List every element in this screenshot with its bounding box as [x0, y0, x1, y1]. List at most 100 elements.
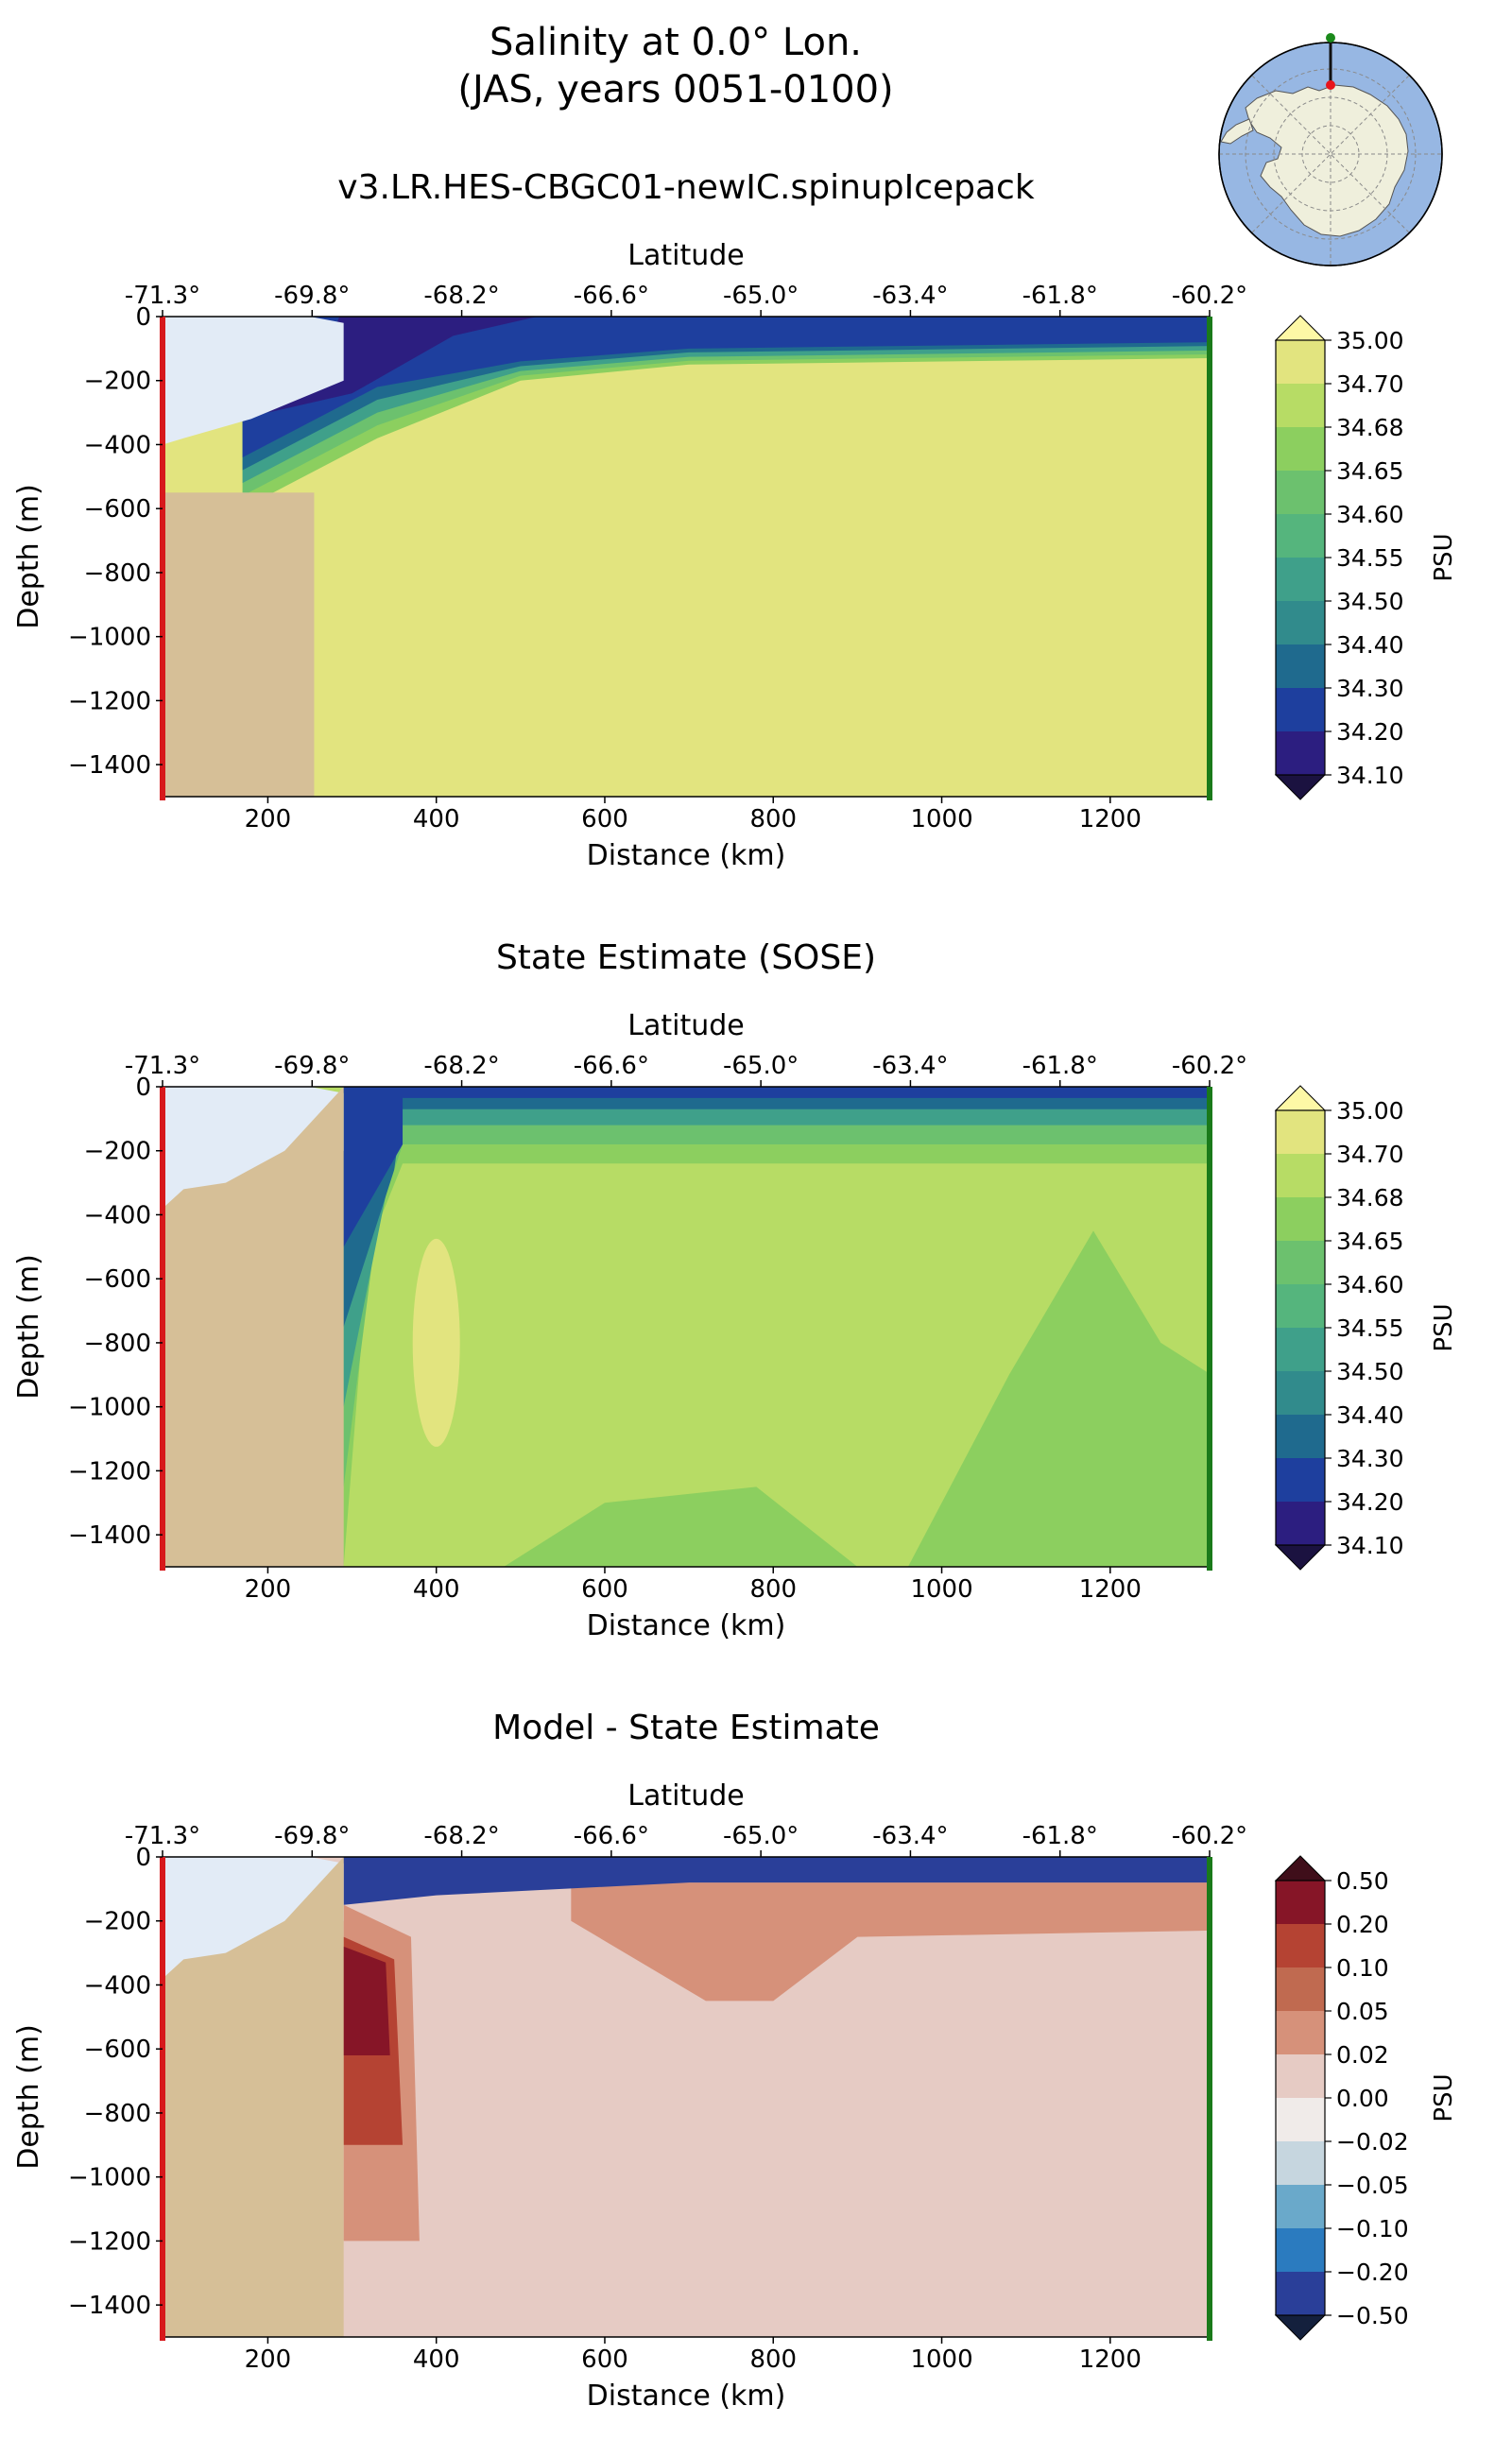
- x-tick-label: 1200: [1079, 2345, 1142, 2374]
- colorbar-swatch: [1276, 644, 1325, 688]
- colorbar-tick-label: 34.70: [1336, 370, 1404, 398]
- top-tick-label: -61.8°: [1022, 282, 1098, 310]
- x-tick-label: 600: [581, 805, 628, 833]
- y-tick-label: −600: [84, 1265, 151, 1294]
- ice-shelf: [163, 1087, 344, 1215]
- inset-polar-map: [1218, 33, 1443, 266]
- y-tick-label: −200: [84, 368, 151, 396]
- colorbar-label: PSU: [1430, 533, 1458, 581]
- y-tick-label: 0: [135, 1074, 151, 1102]
- x-tick-label: 800: [749, 805, 797, 833]
- top-tick-label: -61.8°: [1022, 1052, 1098, 1080]
- ice-shelf: [163, 1857, 344, 1985]
- x-axis-label: Distance (km): [587, 2380, 786, 2413]
- figure-title-line2: (JAS, years 0051-0100): [457, 68, 893, 112]
- colorbar-swatch: [1276, 688, 1325, 731]
- end-bar: [1207, 1087, 1212, 1571]
- colorbar-tick-label: 0.10: [1336, 1954, 1389, 1982]
- colorbar-tick-label: 34.70: [1336, 1141, 1404, 1168]
- colorbar-swatch: [1276, 1967, 1325, 2011]
- top-tick-label: -60.2°: [1172, 282, 1247, 310]
- y-tick-label: −1200: [68, 687, 151, 715]
- colorbar-swatch: [1276, 340, 1325, 384]
- y-tick-label: −800: [84, 559, 151, 588]
- land-seafloor: [163, 1087, 344, 1567]
- top-tick-label: -71.3°: [125, 1822, 200, 1850]
- y-tick-label: −1400: [68, 1521, 151, 1550]
- x-tick-label: 1000: [910, 1575, 972, 1604]
- colorbar-tick-label: 0.02: [1336, 2041, 1389, 2069]
- colorbar-swatch: [1276, 2185, 1325, 2228]
- colorbar-tick-label: 34.68: [1336, 1184, 1404, 1211]
- panel-2: 200 400 600 800 1000 1200 0 −200 −400 −600 −800 −10…: [12, 938, 1458, 1642]
- top-tick-label: -63.4°: [872, 282, 948, 310]
- start-bar: [160, 1857, 165, 2341]
- panels: 200 400 600 800 1000 1200 0 −200 −400 −600 −800 −10…: [12, 168, 1458, 2413]
- top-tick-label: -69.8°: [274, 282, 350, 310]
- map-graticule: [1219, 43, 1442, 266]
- y-tick-label: −400: [84, 1971, 151, 2000]
- colorbar-swatch: [1276, 601, 1325, 644]
- x-tick-label: 1000: [910, 2345, 972, 2374]
- colorbar-tick-label: −0.20: [1336, 2259, 1409, 2286]
- top-tick-label: -66.6°: [574, 1822, 649, 1850]
- panel-1: 200 400 600 800 1000 1200 0 −200 −400 −600 −800 −10…: [12, 168, 1458, 872]
- contour-band: [343, 1087, 1210, 1487]
- contour-band: [343, 1486, 858, 1567]
- start-bar: [160, 1087, 165, 1571]
- colorbar: 34.10 34.20 34.30 34.40 34.50 34.55 34.60 34.65…: [1274, 315, 1458, 800]
- colorbar-swatch: [1276, 1110, 1325, 1154]
- top-tick-label: -68.2°: [423, 1052, 499, 1080]
- colorbar-swatch: [1276, 2011, 1325, 2054]
- y-axis-label: Depth (m): [12, 2024, 45, 2170]
- colorbar-tick-label: 34.10: [1336, 1532, 1404, 1559]
- x-tick-label: 200: [245, 2345, 292, 2374]
- x-tick-label: 600: [581, 1575, 628, 1604]
- top-tick-label: -69.8°: [274, 1822, 350, 1850]
- colorbar-swatch: [1276, 514, 1325, 558]
- top-tick-label: -63.4°: [872, 1052, 948, 1080]
- colorbar-tick-label: 0.05: [1336, 1998, 1389, 2025]
- top-tick-label: -61.8°: [1022, 1822, 1098, 1850]
- end-bar: [1207, 317, 1212, 800]
- x-tick-label: 400: [413, 2345, 460, 2374]
- x-tick-label: 1200: [1079, 1575, 1142, 1604]
- top-tick-label: -68.2°: [423, 282, 499, 310]
- colorbar-swatch: [1276, 427, 1325, 471]
- colorbar-tick-label: 34.30: [1336, 1445, 1404, 1472]
- colorbar-tick-label: −0.02: [1336, 2128, 1409, 2156]
- colorbar-tick-label: 34.50: [1336, 588, 1404, 615]
- colorbar-swatch: [1276, 558, 1325, 601]
- colorbar-tick-label: 34.55: [1336, 1314, 1404, 1342]
- x-tick-label: 800: [749, 2345, 797, 2374]
- colorbar-extend-low: [1274, 774, 1327, 800]
- top-tick-label: -69.8°: [274, 1052, 350, 1080]
- colorbar-swatch: [1276, 1415, 1325, 1458]
- x-tick-label: 400: [413, 1575, 460, 1604]
- y-axis-label: Depth (m): [12, 484, 45, 629]
- y-tick-label: 0: [135, 303, 151, 332]
- top-tick-label: -60.2°: [1172, 1052, 1247, 1080]
- colorbar-label: PSU: [1430, 1303, 1458, 1351]
- contour-band-high: [412, 1238, 460, 1447]
- top-tick-label: -71.3°: [125, 282, 200, 310]
- top-tick-label: -66.6°: [574, 282, 649, 310]
- colorbar-extend-low: [1274, 1544, 1327, 1571]
- colorbar-tick-label: 34.20: [1336, 1488, 1404, 1516]
- top-tick-label: -71.3°: [125, 1052, 200, 1080]
- colorbar-tick-label: 34.10: [1336, 762, 1404, 789]
- contour-band: [343, 1946, 390, 2055]
- colorbar-tick-label: 34.60: [1336, 1271, 1404, 1298]
- contour-band: [343, 1087, 1210, 1407]
- colorbar-swatch: [1276, 2054, 1325, 2098]
- start-bar: [160, 317, 165, 800]
- y-tick-label: −400: [84, 431, 151, 459]
- panel-title: State Estimate (SOSE): [496, 938, 876, 977]
- figure-title-line1: Salinity at 0.0° Lon.: [490, 21, 862, 64]
- colorbar: 34.10 34.20 34.30 34.40 34.50 34.55 34.60 34.65…: [1274, 1085, 1458, 1571]
- y-tick-label: −400: [84, 1201, 151, 1229]
- y-tick-label: −1000: [68, 624, 151, 652]
- top-tick-label: -68.2°: [423, 1822, 499, 1850]
- colorbar-tick-label: −0.10: [1336, 2215, 1409, 2242]
- colorbar-tick-label: 35.00: [1336, 1097, 1404, 1125]
